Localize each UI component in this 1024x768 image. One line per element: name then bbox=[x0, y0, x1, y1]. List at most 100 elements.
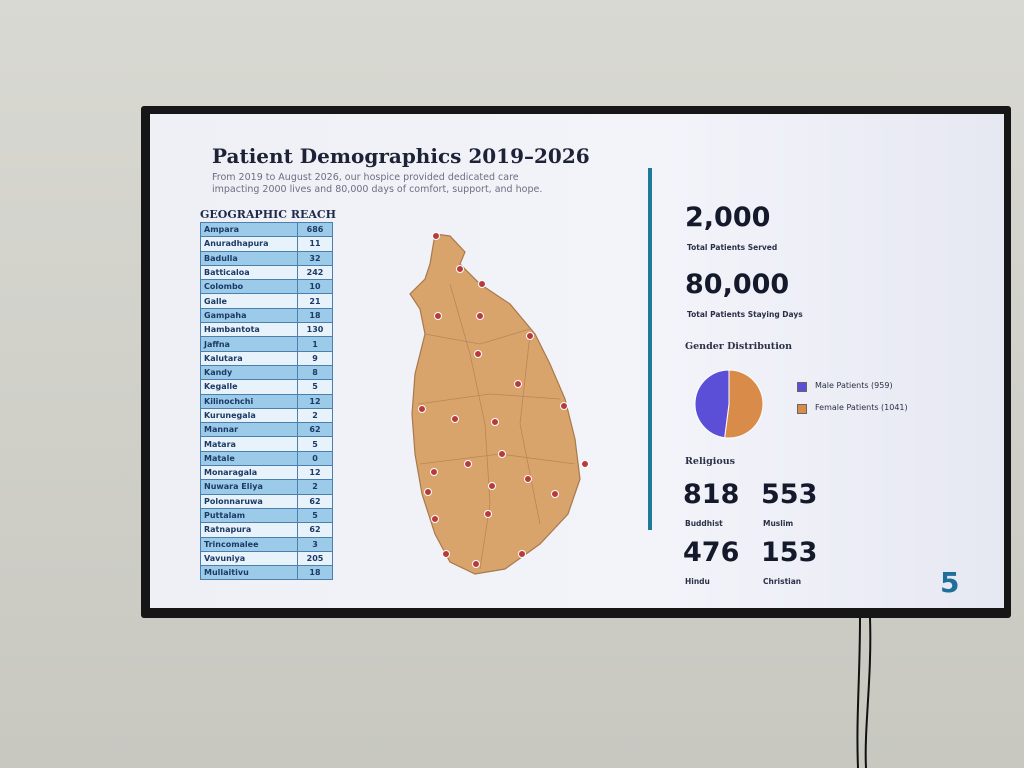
religion-label: Muslim bbox=[763, 519, 794, 528]
patient-count: 5 bbox=[297, 507, 333, 524]
legend-label: Male Patients (959) bbox=[815, 381, 893, 390]
cable bbox=[856, 618, 872, 768]
table-row: Kilinochchi 12 bbox=[200, 393, 333, 409]
patient-count: 62 bbox=[297, 422, 333, 438]
table-row: Galle 21 bbox=[200, 293, 333, 309]
patient-count: 32 bbox=[297, 250, 333, 266]
patient-count: 12 bbox=[297, 465, 333, 481]
district-name: Jaffna bbox=[200, 336, 298, 352]
stat-value: 80,000 bbox=[685, 269, 790, 300]
table-row: Matara 5 bbox=[200, 436, 333, 452]
page-number: 5 bbox=[940, 566, 960, 599]
table-row: Batticaloa 242 bbox=[200, 264, 333, 281]
table-row: Kandy 8 bbox=[200, 364, 333, 381]
religion-count: 153 bbox=[761, 537, 818, 568]
table-row: Jaffna 1 bbox=[200, 336, 333, 352]
table-row: Trincomalee 3 bbox=[200, 536, 333, 552]
district-name: Badulla bbox=[200, 250, 298, 266]
patient-count: 8 bbox=[297, 364, 333, 381]
patient-count: 12 bbox=[297, 393, 333, 409]
table-row: Kalutara 9 bbox=[200, 350, 333, 366]
table-row: Monaragala 12 bbox=[200, 465, 333, 481]
patient-count: 1 bbox=[297, 336, 333, 352]
patient-count: 2 bbox=[297, 407, 333, 424]
district-name: Kalutara bbox=[200, 350, 298, 366]
legend-swatch bbox=[797, 382, 807, 392]
patient-count: 18 bbox=[297, 307, 333, 324]
pie-slice bbox=[694, 369, 730, 439]
religious-title: Religious bbox=[685, 456, 736, 467]
district-name: Matara bbox=[200, 436, 298, 452]
patient-count: 3 bbox=[297, 536, 333, 552]
district-name: Hambantota bbox=[200, 322, 298, 338]
table-row: Anuradhapura 11 bbox=[200, 236, 333, 252]
district-name: Kilinochchi bbox=[200, 393, 298, 409]
patient-count: 5 bbox=[297, 379, 333, 395]
district-name: Anuradhapura bbox=[200, 236, 298, 252]
patient-count: 5 bbox=[297, 436, 333, 452]
stat-label: Total Patients Staying Days bbox=[687, 310, 803, 319]
table-row: Gampaha 18 bbox=[200, 307, 333, 324]
gender-title: Gender Distribution bbox=[685, 341, 793, 352]
district-name: Ampara bbox=[200, 221, 298, 238]
map bbox=[409, 232, 589, 575]
district-name: Monaragala bbox=[200, 465, 298, 481]
district-name: Gampaha bbox=[200, 307, 298, 324]
religion-label: Christian bbox=[763, 577, 802, 586]
religion-count: 818 bbox=[683, 479, 740, 510]
patient-count: 2 bbox=[297, 479, 333, 495]
religion-count: 553 bbox=[761, 479, 818, 510]
stat-label: Total Patients Served bbox=[687, 243, 778, 252]
pins bbox=[418, 232, 589, 568]
district-name: Kurunegala bbox=[200, 407, 298, 424]
district-name: Batticaloa bbox=[200, 264, 298, 281]
legend-swatch bbox=[797, 404, 807, 414]
slide-subtitle: From 2019 to August 2026, our hospice pr… bbox=[212, 172, 543, 195]
table-row: Mullaitivu 18 bbox=[200, 565, 333, 581]
district-name: Galle bbox=[200, 293, 298, 309]
gender-pie bbox=[694, 369, 764, 439]
patient-count: 9 bbox=[297, 350, 333, 366]
slide-title: Patient Demographics 2019–2026 bbox=[212, 144, 590, 168]
patient-count: 10 bbox=[297, 279, 333, 295]
district-name: Mannar bbox=[200, 422, 298, 438]
table-row: Kurunegala 2 bbox=[200, 407, 333, 424]
table-row: Vavuniya 205 bbox=[200, 550, 333, 567]
island-shape bbox=[409, 233, 581, 575]
patient-count: 11 bbox=[297, 236, 333, 252]
patient-count: 686 bbox=[297, 221, 333, 238]
divider bbox=[648, 168, 652, 530]
table-row: Polonnaruwa 62 bbox=[200, 493, 333, 509]
table-row: Ratnapura 62 bbox=[200, 522, 333, 538]
patient-count: 18 bbox=[297, 565, 333, 581]
district-name: Matale bbox=[200, 450, 298, 467]
district-name: Puttalam bbox=[200, 507, 298, 524]
district-name: Ratnapura bbox=[200, 522, 298, 538]
table-row: Mannar 62 bbox=[200, 422, 333, 438]
table-row: Matale 0 bbox=[200, 450, 333, 467]
religion-label: Hindu bbox=[685, 577, 710, 586]
table-title: GEOGRAPHIC REACH bbox=[200, 208, 337, 221]
patient-count: 0 bbox=[297, 450, 333, 467]
table-row: Ampara 686 bbox=[200, 221, 333, 238]
patient-count: 21 bbox=[297, 293, 333, 309]
table-row: Hambantota 130 bbox=[200, 322, 333, 338]
table-row: Kegalle 5 bbox=[200, 379, 333, 395]
patient-count: 130 bbox=[297, 322, 333, 338]
patient-count: 242 bbox=[297, 264, 333, 281]
religion-label: Buddhist bbox=[685, 519, 723, 528]
district-name: Kandy bbox=[200, 364, 298, 381]
district-name: Vavuniya bbox=[200, 550, 298, 567]
district-name: Nuwara Eliya bbox=[200, 479, 298, 495]
table-row: Puttalam 5 bbox=[200, 507, 333, 524]
patient-count: 205 bbox=[297, 550, 333, 567]
district-name: Polonnaruwa bbox=[200, 493, 298, 509]
district-name: Kegalle bbox=[200, 379, 298, 395]
table-row: Badulla 32 bbox=[200, 250, 333, 266]
slide: Patient Demographics 2019–2026 From 2019… bbox=[150, 114, 1004, 608]
pie-slice bbox=[724, 369, 764, 439]
patient-count: 62 bbox=[297, 522, 333, 538]
patient-count: 62 bbox=[297, 493, 333, 509]
table-row: Colombo 10 bbox=[200, 279, 333, 295]
